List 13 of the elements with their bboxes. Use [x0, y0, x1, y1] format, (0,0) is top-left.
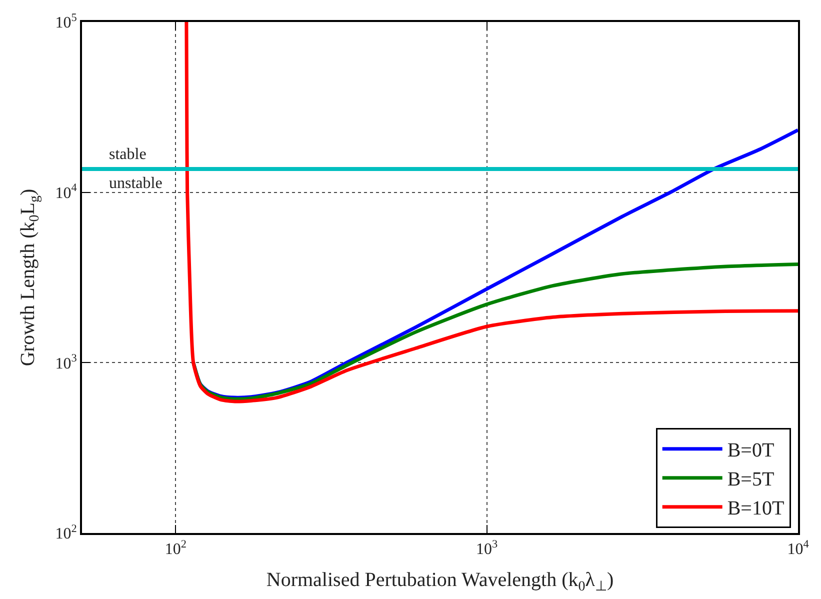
y-tick-label: 10$^{5}$ [55, 12, 78, 32]
x-tick-label: 10$^{3}$ [476, 538, 498, 558]
legend-label: B=10T [727, 498, 784, 520]
x-axis-title: Normalised Pertubation Wavelength (k$_{0}$λ$_{⊥}$) [266, 569, 614, 594]
annotation: stable [109, 146, 146, 163]
legend-label: B=5T [727, 468, 774, 491]
y-tick-label: 10$^{2}$ [55, 522, 77, 543]
x-tick-label: 10$^{4}$ [787, 538, 810, 558]
y-tick-label: 10$^{3}$ [55, 352, 78, 372]
y-tick-label: 10$^{4}$ [55, 182, 78, 202]
x-tick-label: 10$^{2}$ [164, 538, 186, 558]
legend-label: B=0T [727, 440, 774, 462]
annotation: unstable [109, 175, 162, 192]
